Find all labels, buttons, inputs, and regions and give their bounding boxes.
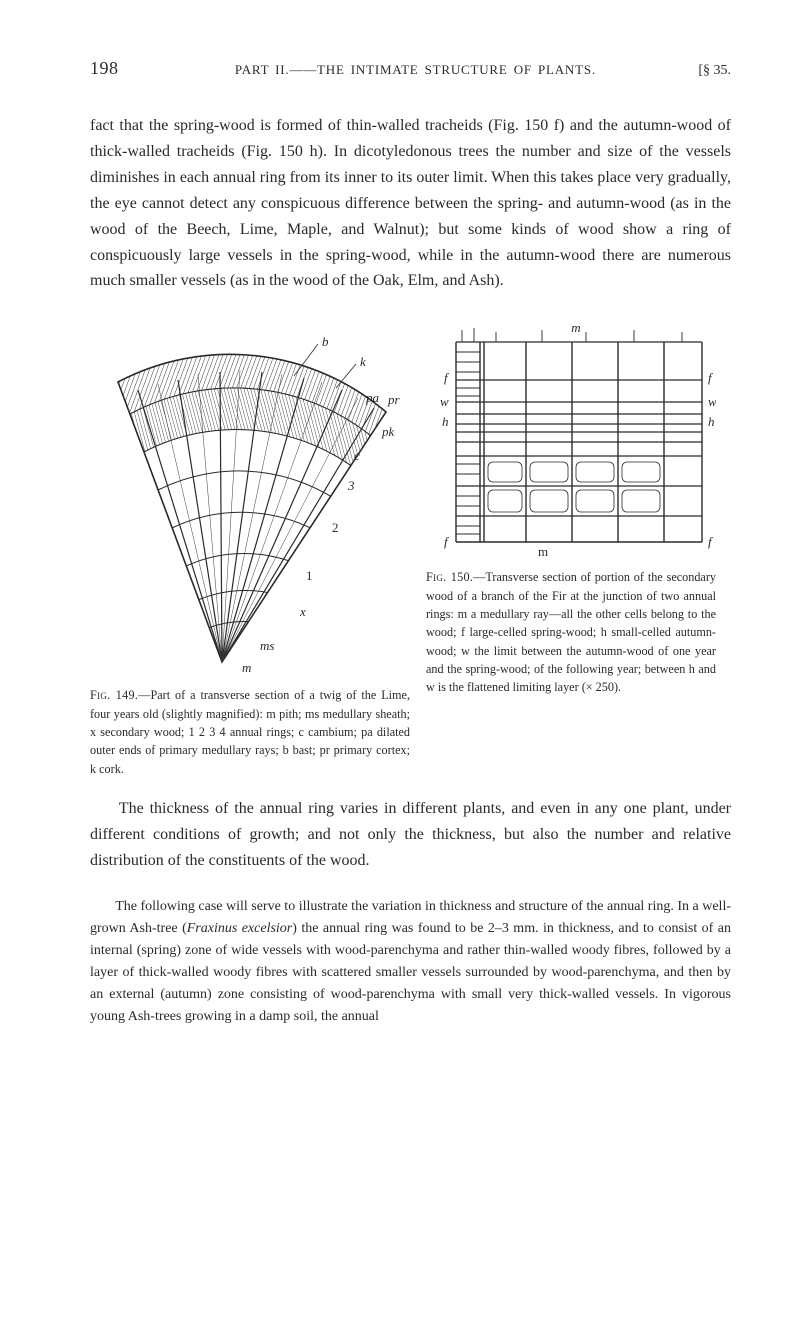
fig149-label-k: k bbox=[360, 354, 366, 369]
figure-150: m f f w w h h f f m Fig. 150.—Transverse… bbox=[426, 322, 716, 696]
fig149-label-c: c bbox=[354, 448, 360, 463]
fig150-label-h-right: h bbox=[708, 414, 715, 429]
fig149-label-x: x bbox=[299, 604, 306, 619]
figures-row: b k pa pr pk c 3 2 1 x ms m bbox=[90, 322, 731, 777]
paragraph-3-post: ) the annual ring was found to be 2–3 mm… bbox=[90, 921, 731, 1024]
paragraph-3: The following case will serve to illustr… bbox=[90, 896, 731, 1029]
figure-150-caption-text: —Transverse section of portion of the se… bbox=[426, 570, 716, 694]
fig149-label-ms: ms bbox=[260, 638, 274, 653]
fig149-label-b: b bbox=[322, 334, 329, 349]
fig150-label-w-left: w bbox=[440, 394, 449, 409]
running-title: PART II.——THE INTIMATE STRUCTURE OF PLAN… bbox=[153, 62, 679, 78]
fig149-label-m: m bbox=[242, 660, 251, 675]
fig150-label-f-left-bot: f bbox=[444, 534, 450, 549]
page: 198 PART II.——THE INTIMATE STRUCTURE OF … bbox=[0, 0, 801, 1088]
fig150-label-f-left-top: f bbox=[444, 370, 450, 385]
figure-150-svg: m f f w w h h f f m bbox=[426, 322, 716, 562]
paragraph-1: fact that the spring-wood is formed of t… bbox=[90, 113, 731, 294]
figure-149-caption-lead: Fig. 149. bbox=[90, 688, 138, 702]
figure-149: b k pa pr pk c 3 2 1 x ms m bbox=[90, 322, 410, 777]
paragraph-3-latin: Fraxinus excelsior bbox=[187, 921, 293, 936]
figure-149-caption-text: —Part of a transverse section of a twig … bbox=[90, 688, 410, 775]
page-header: 198 PART II.——THE INTIMATE STRUCTURE OF … bbox=[90, 58, 731, 79]
fig150-label-m-bottom: m bbox=[538, 544, 548, 559]
section-reference: [§ 35. bbox=[698, 63, 731, 79]
paragraph-2: The thickness of the annual ring varies … bbox=[90, 796, 731, 874]
fig149-label-3: 3 bbox=[347, 478, 355, 493]
fig149-label-pr: pr bbox=[387, 392, 401, 407]
fig150-label-f-right-top: f bbox=[708, 370, 714, 385]
figure-150-caption: Fig. 150.—Transverse section of portion … bbox=[426, 568, 716, 696]
figure-150-caption-lead: Fig. 150. bbox=[426, 570, 473, 584]
fig149-label-pk: pk bbox=[381, 424, 395, 439]
figure-149-svg: b k pa pr pk c 3 2 1 x ms m bbox=[90, 322, 410, 682]
fig149-label-pa: pa bbox=[365, 390, 380, 405]
fig150-label-h-left: h bbox=[442, 414, 449, 429]
figure-149-caption: Fig. 149.—Part of a transverse section o… bbox=[90, 686, 410, 777]
fig149-label-2: 2 bbox=[332, 520, 339, 535]
fig150-label-w-right: w bbox=[708, 394, 716, 409]
fig149-label-1: 1 bbox=[306, 568, 313, 583]
fig150-label-f-right-bot: f bbox=[708, 534, 714, 549]
fig150-label-m: m bbox=[571, 322, 580, 335]
page-number: 198 bbox=[90, 58, 119, 79]
